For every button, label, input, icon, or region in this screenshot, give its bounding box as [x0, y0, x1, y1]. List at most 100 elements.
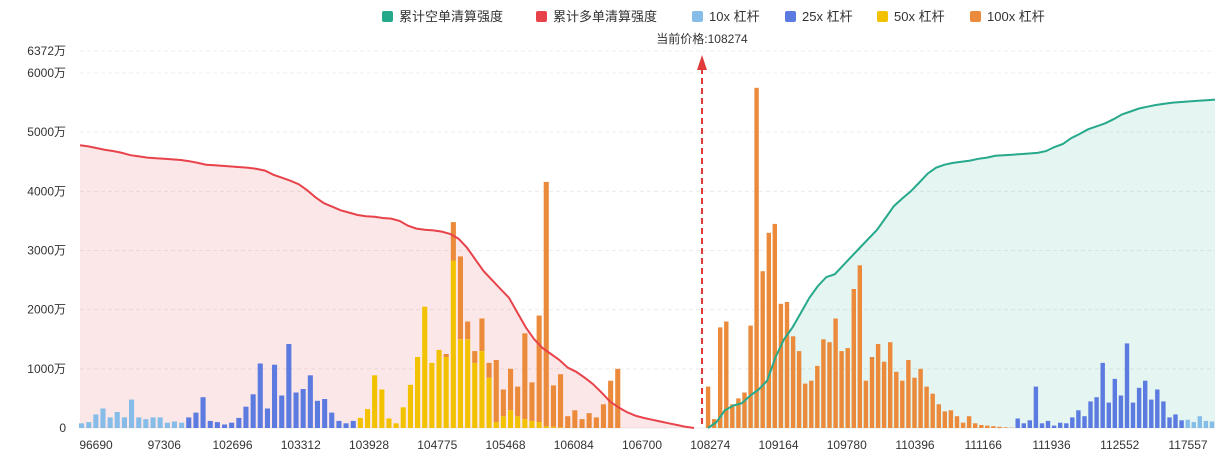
right-bar-lev100	[912, 377, 917, 428]
left-bar-lev100	[608, 380, 614, 428]
x-tick-label: 97306	[148, 438, 182, 451]
cumulative-short-area	[708, 99, 1215, 428]
right-bar-lev100	[1003, 427, 1008, 428]
left-bar-lev100	[515, 386, 521, 417]
y-tick-label: 6372万	[27, 44, 66, 58]
left-bar-lev50	[365, 409, 371, 428]
left-bar-lev25	[229, 422, 235, 428]
right-bar-lev25	[1094, 397, 1099, 428]
left-bar-lev100	[572, 410, 578, 428]
left-bar-lev100	[500, 389, 506, 417]
left-bar-lev50	[422, 306, 428, 428]
cumulative-long-area	[80, 145, 694, 428]
left-bar-lev50	[407, 384, 413, 428]
right-bar-lev25	[1015, 418, 1020, 428]
legend-swatch-lev25	[785, 11, 796, 22]
left-bar-lev100	[543, 181, 549, 427]
right-bar-lev25	[1021, 423, 1026, 428]
right-bar-lev100	[821, 339, 826, 428]
right-bar-lev100	[827, 342, 832, 428]
right-bar-lev25	[1064, 423, 1069, 428]
left-bar-lev50	[550, 426, 556, 428]
right-bar-lev100	[991, 426, 996, 428]
right-bar-lev100	[736, 398, 741, 428]
legend-swatch-cum_short	[382, 11, 393, 22]
left-bar-lev100	[443, 354, 449, 357]
right-bar-lev100	[796, 351, 802, 428]
right-bar-lev25	[1082, 416, 1087, 428]
right-bar-lev10	[1191, 422, 1196, 428]
legend: 累计空单清算强度 累计多单清算强度 10x 杠杆 25x 杠杆 50x 杠杆 100x 杠…	[382, 9, 1045, 24]
right-bar-lev100	[839, 351, 844, 428]
left-bar-lev50	[500, 416, 506, 428]
left-bar-lev25	[350, 420, 356, 428]
left-bar-lev100	[508, 368, 514, 411]
right-bar-lev100	[888, 342, 893, 428]
right-bar-lev25	[1155, 389, 1160, 428]
right-bar-lev100	[900, 380, 905, 428]
right-bar-lev100	[869, 357, 875, 428]
right-bar-lev100	[906, 360, 911, 428]
right-bar-lev100	[754, 87, 759, 429]
right-bar-lev100	[851, 289, 856, 428]
right-bar-lev25	[1161, 401, 1166, 428]
left-bar-lev25	[272, 364, 278, 428]
right-bar-lev100	[748, 325, 753, 428]
leverage-bars	[79, 87, 1215, 429]
right-bar-lev100	[936, 404, 941, 428]
right-bar-lev100	[815, 365, 820, 428]
left-bar-lev50	[429, 362, 435, 428]
legend-swatch-lev50	[877, 11, 888, 22]
left-bar-lev100	[457, 256, 463, 340]
left-bar-lev100	[522, 333, 528, 420]
legend-label-cum_short: 累计空单清算强度	[399, 9, 503, 24]
current-price-label: 当前价格:108274	[656, 31, 748, 46]
right-bar-lev100	[863, 380, 869, 428]
left-bar-lev25	[186, 417, 192, 428]
x-tick-label: 104775	[417, 438, 457, 451]
left-bar-lev100	[536, 315, 542, 423]
x-tick-label: 111166	[965, 438, 1003, 451]
right-bar-lev100	[960, 422, 966, 428]
x-tick-label: 112552	[1100, 438, 1139, 451]
left-bar-lev50	[508, 410, 514, 428]
left-bar-lev50	[493, 422, 499, 428]
left-bar-lev100	[558, 374, 564, 428]
left-bar-lev50	[457, 339, 463, 428]
left-bar-lev10	[143, 419, 149, 428]
x-axis: 96690 97306 102696 103312 103928 104775 105468…	[79, 438, 1208, 451]
cumulative-long-line	[79, 144, 695, 429]
y-axis: 0 1000万 2000万 3000万 4000万 5000万 6000万 6372万	[27, 44, 66, 435]
left-bar-lev25	[322, 399, 328, 428]
left-bar-lev25	[279, 395, 285, 428]
left-bar-lev50	[436, 349, 442, 428]
x-tick-label: 106084	[554, 438, 594, 451]
left-bar-lev10	[100, 408, 106, 428]
left-bar-lev10	[157, 417, 163, 428]
legend-label-lev25: 25x 杠杆	[802, 9, 853, 24]
left-bar-lev10	[129, 399, 135, 428]
right-bar-lev100	[918, 368, 923, 428]
left-bar-lev10	[107, 417, 113, 428]
left-bar-lev100	[615, 368, 621, 428]
right-bar-lev25	[1051, 425, 1057, 428]
x-tick-label: 109164	[758, 438, 798, 451]
left-bar-lev10	[114, 412, 120, 428]
left-bar-lev100	[529, 382, 535, 421]
right-bar-lev25	[1149, 399, 1154, 428]
right-bar-lev25	[1167, 417, 1172, 428]
right-bar-lev100	[784, 302, 790, 428]
right-bar-lev100	[724, 321, 729, 428]
x-tick-label: 105468	[485, 438, 525, 451]
x-tick-label: 103928	[349, 438, 389, 451]
left-bar-lev25	[257, 363, 263, 428]
right-bar-lev25	[1070, 417, 1075, 428]
left-bar-lev25	[343, 423, 349, 428]
left-bar-lev100	[486, 362, 492, 378]
left-bar-lev50	[536, 422, 542, 428]
legend-label-lev100: 100x 杠杆	[987, 9, 1045, 24]
right-bar-lev100	[894, 371, 899, 428]
right-bar-lev100	[766, 232, 771, 428]
right-bar-lev10	[1203, 420, 1209, 428]
